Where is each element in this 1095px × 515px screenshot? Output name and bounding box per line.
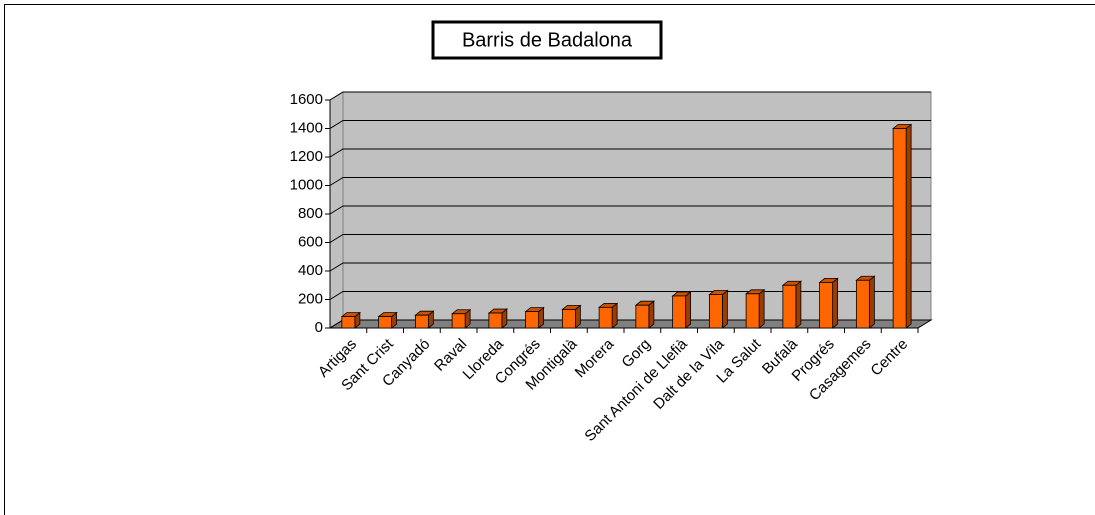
bar [377, 311, 398, 329]
grid-line [329, 177, 931, 186]
bar-front [745, 293, 760, 329]
grid-line [329, 91, 931, 101]
bar [708, 289, 729, 329]
bar [597, 302, 619, 329]
grid-line [329, 205, 931, 215]
bar [891, 123, 913, 329]
grid-line [329, 148, 931, 158]
bar [414, 310, 435, 329]
grid-line [329, 234, 931, 243]
y-tick-label: 800 [298, 205, 323, 222]
bar-front [892, 128, 907, 329]
bar [855, 275, 876, 329]
bar-front [819, 281, 834, 329]
bar-side [758, 288, 765, 329]
y-tick-label: 1000 [290, 176, 323, 193]
bar-side [685, 291, 692, 329]
bar-side [648, 300, 655, 329]
bar [524, 306, 545, 329]
bar [450, 308, 472, 329]
bar-front [378, 316, 393, 329]
bar-side [795, 280, 802, 329]
grid-line [329, 291, 931, 300]
bar-front [451, 313, 466, 329]
bar-front [414, 314, 429, 329]
y-tick-label: 1400 [290, 119, 323, 136]
y-tick-label: 1200 [290, 148, 323, 165]
grid-line [329, 262, 931, 272]
bar-front [525, 311, 540, 329]
bar-front [561, 309, 576, 329]
bar-front [635, 304, 650, 329]
bar-front [782, 284, 797, 329]
grid-line [329, 120, 931, 129]
bar-side [868, 275, 875, 329]
bar-front [488, 312, 503, 329]
bar [818, 277, 839, 329]
y-tick-label: 400 [298, 262, 323, 279]
y-tick-label: 0 [315, 319, 323, 336]
chart-title: Barris de Badalona [462, 29, 633, 51]
bar-front [855, 279, 870, 329]
bar-side [721, 289, 728, 329]
y-tick-label: 600 [298, 233, 323, 250]
bar [634, 300, 656, 329]
bar-side [832, 277, 839, 329]
bar [487, 308, 509, 329]
bar-front [672, 295, 687, 329]
bar [671, 291, 692, 329]
bar-front [341, 316, 356, 329]
bar [340, 311, 362, 329]
title-box [431, 20, 663, 60]
bar-front [598, 306, 613, 329]
y-tick-label: 200 [298, 290, 323, 307]
bar-side [905, 123, 912, 329]
bar [744, 288, 766, 329]
bar [781, 280, 803, 329]
bar [561, 304, 582, 329]
y-tick-label: 1600 [290, 91, 323, 108]
bar-front [708, 294, 723, 329]
